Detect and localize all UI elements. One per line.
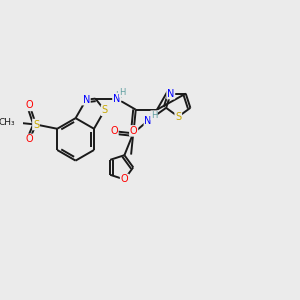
Text: O: O [110,126,118,136]
Text: O: O [26,100,33,110]
Text: N: N [144,116,152,126]
Text: O: O [26,134,33,144]
Text: S: S [175,112,181,122]
Text: N: N [82,95,90,105]
Text: S: S [33,119,39,130]
Text: N: N [113,94,120,103]
Text: N: N [167,88,174,99]
Text: H: H [151,111,157,120]
Text: H: H [116,91,122,100]
Text: CH₃: CH₃ [0,118,16,127]
Text: H: H [119,88,126,97]
Text: O: O [130,126,137,136]
Text: H: H [149,113,156,122]
Text: O: O [121,174,128,184]
Text: S: S [102,105,108,115]
